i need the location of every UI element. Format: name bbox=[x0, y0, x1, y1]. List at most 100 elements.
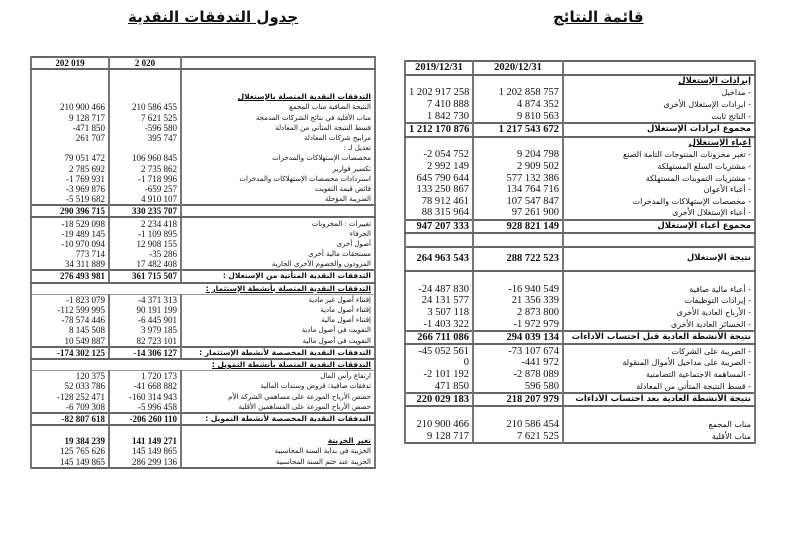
row-label: أصول أخرى bbox=[180, 238, 376, 249]
row-label bbox=[562, 270, 756, 284]
total-row: 266 711 086 294 039 134 نتيجة الأنشطة العا… bbox=[404, 329, 756, 346]
row-label: التدفقات النقدية المخصصة لأنشطة الإستثما… bbox=[180, 345, 376, 360]
value-2020: -596 580 bbox=[108, 122, 182, 133]
section-row: التدفقات النقدية المتصلة بأنشطة التمويل … bbox=[30, 357, 376, 372]
value-2019: -471 850 bbox=[30, 122, 110, 133]
table-row bbox=[404, 406, 756, 420]
row-label: - مخصصات الإستهلاكات والمدخرات bbox=[562, 195, 756, 208]
value-2020: 4 874 352 bbox=[472, 98, 564, 111]
value-2020: 1 202 858 757 bbox=[472, 87, 564, 99]
value-2020: 330 235 707 bbox=[108, 204, 182, 219]
row-label: تدفقات صافية: قروض وسندات المالية bbox=[180, 381, 376, 392]
col-header-2020: 2020/12/31 bbox=[472, 61, 564, 76]
value-2019 bbox=[404, 270, 474, 284]
row-label: مناب المجمع bbox=[562, 419, 756, 431]
row-label: مخصصات الإستهلاكات والمدخرات bbox=[180, 153, 376, 164]
value-2020: 82 723 101 bbox=[108, 335, 182, 347]
row-label: تغير الخزينة bbox=[180, 436, 376, 447]
value-2019: -10 970 094 bbox=[30, 238, 110, 249]
col-header-label bbox=[180, 57, 376, 71]
row-label: - أعباء الإستغلال الأخرى bbox=[562, 207, 756, 220]
value-2020: -6 445 901 bbox=[108, 315, 182, 326]
table-row: 78 912 461 107 547 847- مخصصات الإستهلاكا… bbox=[404, 195, 756, 208]
row-label: النتيجة الصافية مناب المجمع bbox=[180, 102, 376, 113]
value-2020: -441 972 bbox=[472, 357, 564, 369]
table-row: -112 599 995 90 191 199 إقتناء أصول مادية bbox=[30, 304, 376, 316]
value-2019: 125 765 626 bbox=[30, 446, 110, 457]
col-header-2020: 2 020 bbox=[108, 57, 182, 71]
value-2019: 120 375 bbox=[30, 370, 110, 382]
value-2020: 21 356 339 bbox=[472, 295, 564, 307]
value-2020: -1 109 895 bbox=[108, 228, 182, 239]
value-2020: -1 718 996 bbox=[108, 173, 182, 184]
table-row: 7 410 888 4 874 352- ايرادات الإستغلال ال… bbox=[404, 98, 756, 111]
row-label: إقتناء أصول مادية bbox=[180, 304, 376, 316]
section-row: التدفقات النقدية المتصلة بالإستغلال bbox=[30, 92, 376, 103]
value-2019: -78 574 446 bbox=[30, 315, 110, 326]
table-row: 120 375 1 720 173 ارتفاع رأس المال bbox=[30, 370, 376, 382]
value-2019: 645 790 644 bbox=[404, 172, 474, 184]
value-2019: -1 403 322 bbox=[404, 318, 474, 331]
value-2020: -35 286 bbox=[108, 249, 182, 260]
value-2019: -128 252 471 bbox=[30, 391, 110, 402]
table-row: -1 823 079 -4 371 313 إقتناء أصول غير مادي… bbox=[30, 294, 376, 305]
value-2020: 134 764 716 bbox=[472, 183, 564, 196]
table-row: 210 900 466 210 586 455 النتيجة الصافية من… bbox=[30, 102, 376, 113]
value-2020: 3 979 185 bbox=[108, 325, 182, 336]
value-2020: 218 207 979 bbox=[472, 391, 564, 408]
table-row: 2 785 692 2 735 862 تكسير قوارير bbox=[30, 163, 376, 174]
total-row: 220 029 183 218 207 979 نتيجة الأنشطة العا… bbox=[404, 391, 756, 408]
value-2019: 261 707 bbox=[30, 132, 110, 144]
value-2020: 9 204 798 bbox=[472, 149, 564, 161]
value-2019: -82 807 618 bbox=[30, 411, 110, 427]
row-label bbox=[180, 204, 376, 219]
value-2019: 210 900 466 bbox=[404, 419, 474, 431]
value-2020: 97 261 900 bbox=[472, 207, 564, 220]
table-row: 9 128 717 7 621 525 مناب الأقلية في نتائج … bbox=[30, 112, 376, 123]
row-label: تعديل لـ : bbox=[180, 143, 376, 154]
row-label: الحرفاء bbox=[180, 228, 376, 239]
table-row: -18 529 098 2 234 418 تغييرات : المخزونات bbox=[30, 217, 376, 229]
row-label: حصص الأرباح الموزعة على مساهمي الشركة ال… bbox=[180, 391, 376, 402]
value-2020: -73 107 674 bbox=[472, 344, 564, 358]
table-row: 471 850 596 580- قسط النتيجة المتأتي من ا… bbox=[404, 380, 756, 393]
value-2019: -6 709 308 bbox=[30, 401, 110, 413]
row-label: - مشتريات التموينات المستهلكة bbox=[562, 172, 756, 184]
value-2020: -206 260 110 bbox=[108, 411, 182, 427]
row-label: نتيجة الإستغلال bbox=[562, 245, 756, 272]
table-row bbox=[404, 233, 756, 247]
value-2019 bbox=[30, 69, 110, 93]
table-row: 645 790 644 577 132 386- مشتريات التموينا… bbox=[404, 172, 756, 184]
value-2019 bbox=[404, 74, 474, 88]
table-row: 24 131 577 21 356 339- إيرادات التوظيفات bbox=[404, 295, 756, 307]
table-row: 88 315 964 97 261 900- أعباء الإستغلال ال… bbox=[404, 207, 756, 220]
total-row: 1 212 170 876 1 217 543 672 مجموع ايرادات … bbox=[404, 121, 756, 138]
value-2020: 210 586 454 bbox=[472, 419, 564, 431]
value-2020: 145 149 865 bbox=[108, 446, 182, 457]
value-2019 bbox=[30, 425, 110, 437]
row-label: قسط النتيجة المتأتي من المعادلة bbox=[180, 122, 376, 133]
row-label: التدفقات النقدية المتأتية من الإستغلال : bbox=[180, 269, 376, 284]
value-2019: -1 769 931 bbox=[30, 173, 110, 184]
value-2020: 12 908 155 bbox=[108, 238, 182, 249]
value-2019: 2 992 149 bbox=[404, 160, 474, 173]
table-row: -6 709 308 -5 996 458 حصص الأرباح الموزعة … bbox=[30, 401, 376, 413]
value-2019: 773 714 bbox=[30, 249, 110, 260]
cash-flow-title: جدول التدفقات النقدية bbox=[128, 8, 299, 26]
table-row: -128 252 471 -160 314 943 حصص الأرباح المو… bbox=[30, 391, 376, 402]
row-label: - الخسائر العادية الأخرى bbox=[562, 318, 756, 331]
value-2020 bbox=[108, 143, 182, 154]
value-2019: -2 054 752 bbox=[404, 149, 474, 161]
value-2019: 145 149 865 bbox=[30, 456, 110, 468]
row-label: إيرادات الإستغلال bbox=[562, 74, 756, 88]
row-label: مناب الأقلية في نتائج الشركات المدمجة bbox=[180, 112, 376, 123]
row-label: التفويت في أصول مادية bbox=[180, 325, 376, 336]
section-row: إيرادات الإستغلال bbox=[404, 74, 756, 88]
row-label: - الأرباح العادية الأخرى bbox=[562, 306, 756, 319]
value-2019: 947 207 333 bbox=[404, 218, 474, 235]
table-row: 261 707 395 747 مرابيح شركات المعادلة bbox=[30, 132, 376, 144]
value-2020: 106 960 845 bbox=[108, 153, 182, 164]
row-label: تكسير قوارير bbox=[180, 163, 376, 174]
table-row: 79 051 472 106 960 845 مخصصات الإستهلاكات … bbox=[30, 153, 376, 164]
total-row: -82 807 618 -206 260 110 التدفقات النقدية … bbox=[30, 411, 376, 427]
